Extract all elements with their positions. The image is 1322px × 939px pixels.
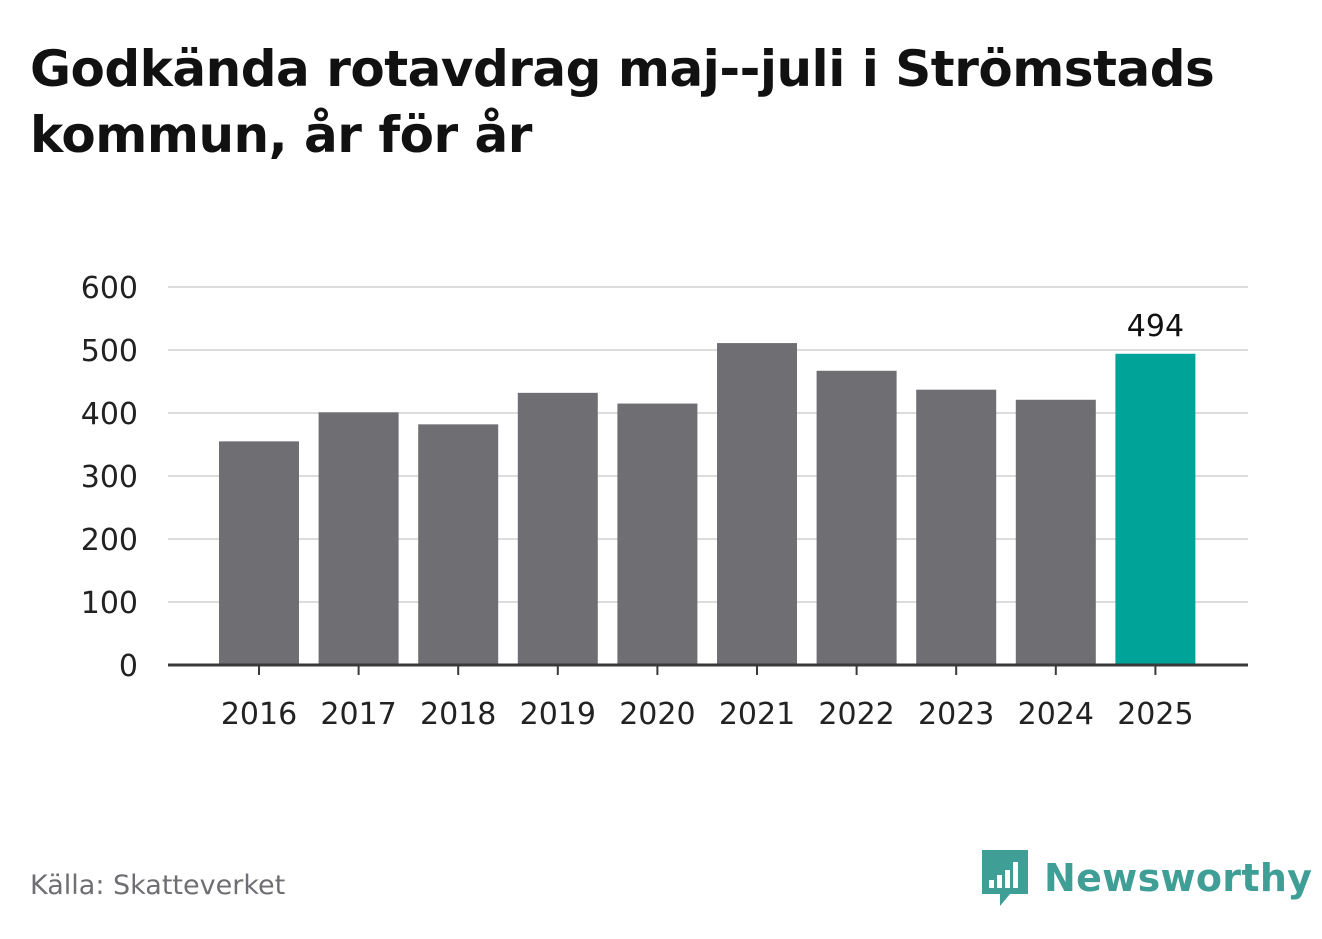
- data-labels: 494: [1127, 309, 1184, 344]
- bar: [318, 412, 399, 665]
- bar: [517, 392, 598, 665]
- bar: [816, 370, 897, 665]
- bars: [219, 343, 1196, 665]
- brand-logo: Newsworthy: [980, 848, 1312, 908]
- y-tick-label: 200: [81, 523, 138, 558]
- data-label: 494: [1127, 309, 1184, 344]
- y-tick-label: 500: [81, 334, 138, 369]
- bar: [418, 424, 499, 665]
- x-tick-label: 2025: [1117, 697, 1193, 732]
- y-tick-label: 0: [119, 649, 138, 684]
- source-note: Källa: Skatteverket: [30, 870, 286, 901]
- x-tick-label: 2018: [420, 697, 496, 732]
- bar: [916, 389, 997, 665]
- bar: [617, 403, 698, 665]
- x-tick-label: 2020: [619, 697, 695, 732]
- y-tick-label: 100: [81, 586, 138, 621]
- x-tick-label: 2019: [520, 697, 596, 732]
- newsworthy-logo-icon: [982, 850, 1028, 906]
- bar: [717, 343, 797, 665]
- y-tick-label: 400: [81, 397, 138, 432]
- bar: [219, 441, 299, 665]
- chart-title: Godkända rotavdrag maj--juli i Strömstad…: [30, 40, 1215, 164]
- x-axis-ticks: 2016 2017 2018 2019 2020 2021 2022 2023 2024 2025: [221, 665, 1194, 732]
- bar-highlight: [1115, 353, 1196, 665]
- bar: [1015, 399, 1096, 665]
- x-tick-label: 2023: [918, 697, 994, 732]
- y-axis-ticks: 0 100 200 300 400 500 600: [81, 271, 138, 684]
- x-tick-label: 2022: [818, 697, 894, 732]
- x-tick-label: 2021: [719, 697, 795, 732]
- x-tick-label: 2017: [320, 697, 396, 732]
- brand-name: Newsworthy: [1044, 856, 1313, 900]
- x-tick-label: 2016: [221, 697, 297, 732]
- y-tick-label: 600: [81, 271, 138, 306]
- y-tick-label: 300: [81, 460, 138, 495]
- x-tick-label: 2024: [1018, 697, 1094, 732]
